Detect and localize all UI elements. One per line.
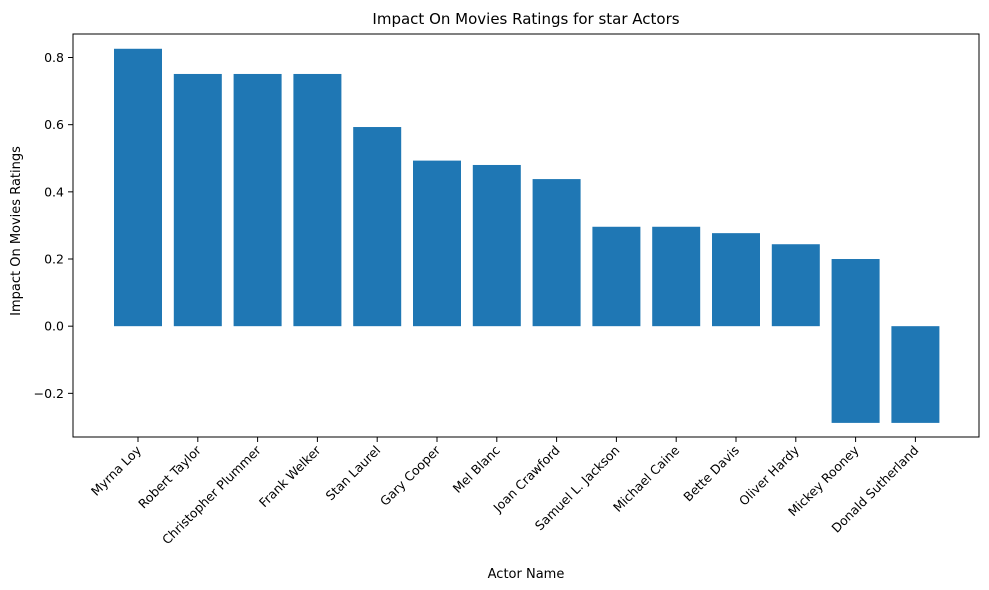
bar-robert-taylor xyxy=(173,73,222,327)
bar-mel-blanc xyxy=(472,164,521,327)
bar-gary-cooper xyxy=(413,160,461,327)
y-tick-label: 0.4 xyxy=(44,184,64,199)
x-axis-label: Actor Name xyxy=(488,567,565,582)
bar-joan-crawford xyxy=(532,179,581,327)
y-tick-label: 0.2 xyxy=(44,252,64,267)
bar-donald-sutherland xyxy=(891,326,940,423)
y-tick-label: 0.0 xyxy=(44,319,64,334)
y-tick-label: −0.2 xyxy=(34,386,64,401)
bar-mickey-rooney xyxy=(831,259,880,423)
bar-michael-caine xyxy=(652,226,701,327)
y-tick-label: 0.8 xyxy=(44,50,64,65)
chart-title: Impact On Movies Ratings for star Actors xyxy=(372,10,679,28)
bar-frank-welker xyxy=(293,73,342,327)
y-axis-label: Impact On Movies Ratings xyxy=(9,146,24,316)
bar-christopher-plummer xyxy=(233,73,282,327)
bar-stan-laurel xyxy=(353,127,402,327)
y-tick-label: 0.6 xyxy=(44,117,64,132)
bar-oliver-hardy xyxy=(771,244,820,327)
plot-frame xyxy=(72,33,980,438)
bars-group xyxy=(114,48,940,423)
y-ticks-group: −0.2 0.0 0.2 0.4 0.6 0.8 xyxy=(34,50,73,401)
bar-bette-davis xyxy=(712,233,760,327)
bar-myrna-loy xyxy=(114,48,162,327)
bar-samuel-l-jackson xyxy=(592,226,641,327)
